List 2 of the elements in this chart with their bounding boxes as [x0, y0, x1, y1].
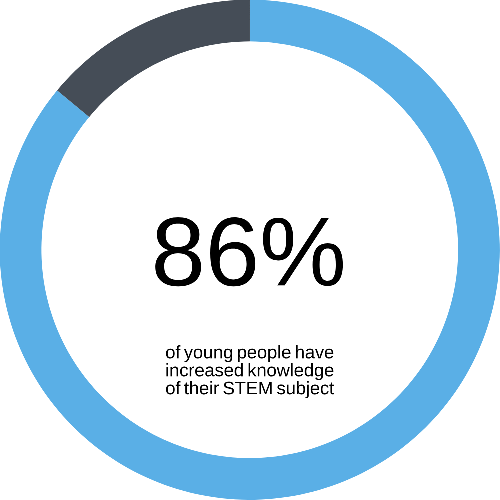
text: of young people have increased knowledge of their STEM subject — [166, 345, 334, 398]
data-label: 86% — [156, 218, 344, 287]
